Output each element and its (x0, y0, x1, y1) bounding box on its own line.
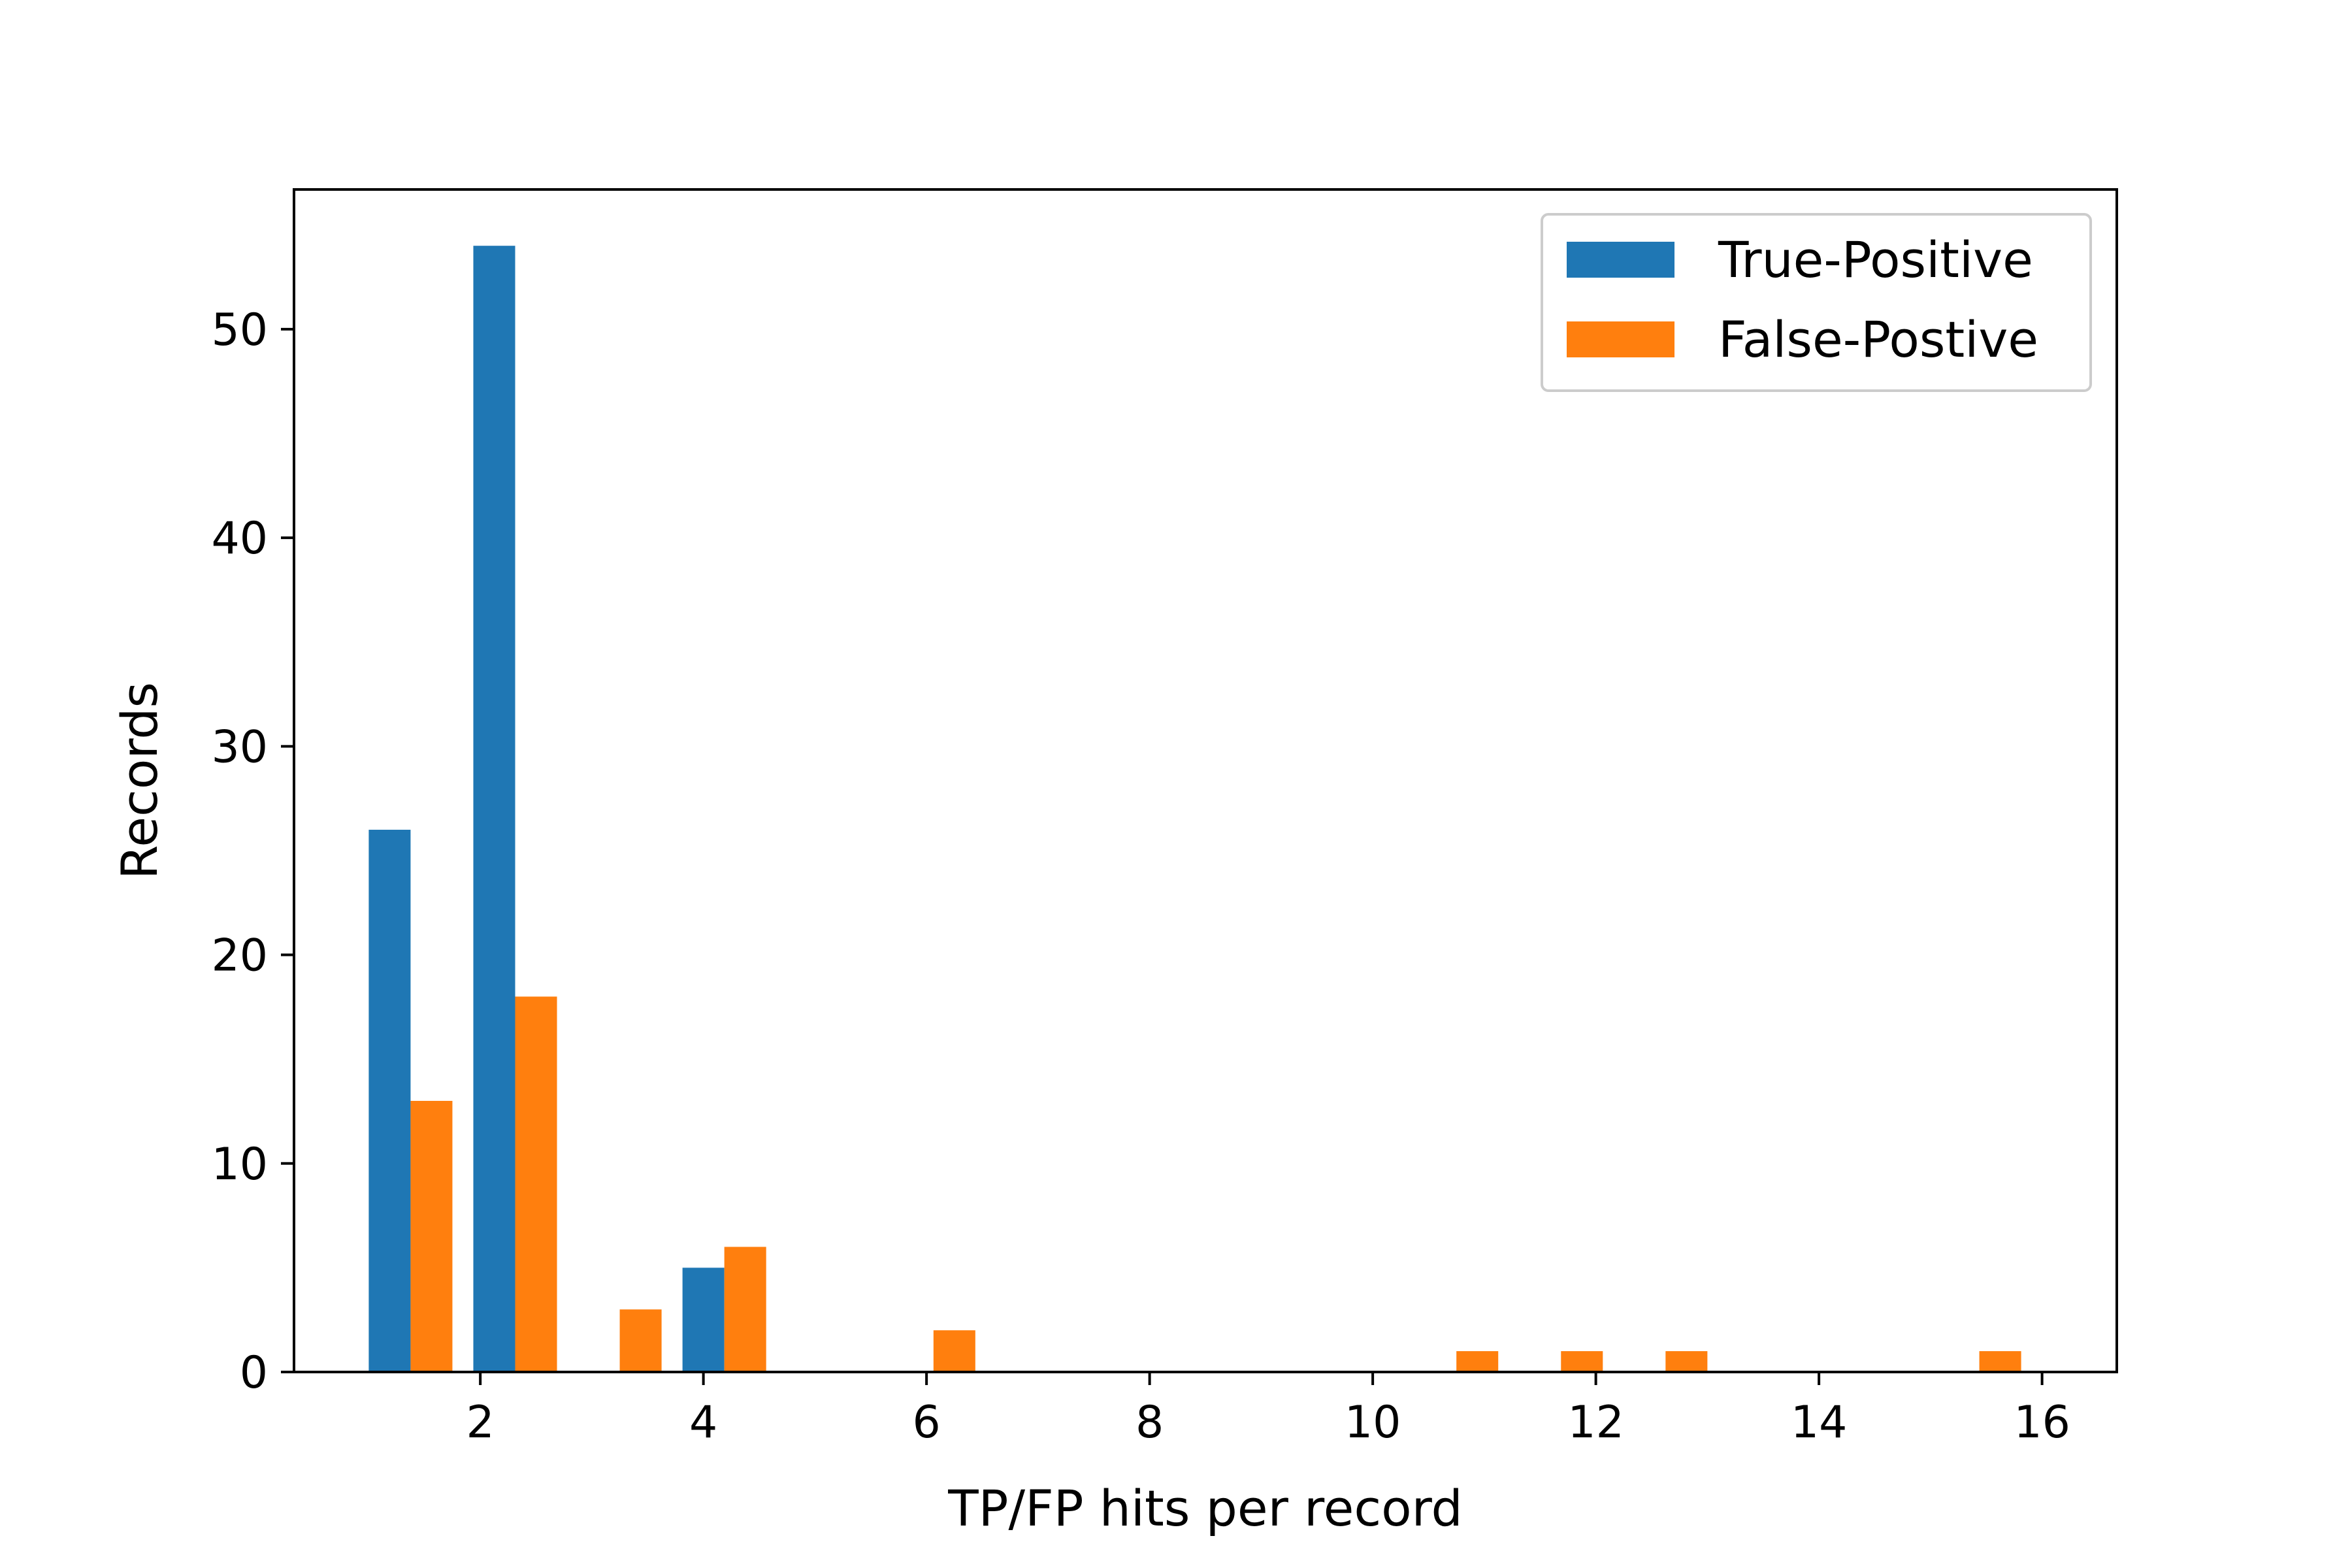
x-tick-label: 6 (913, 1397, 941, 1448)
x-tick-label: 14 (1791, 1397, 1848, 1448)
bar-true-positive-0 (368, 830, 411, 1372)
x-tick-label: 2 (466, 1397, 495, 1448)
bar-false-positive-7 (1665, 1351, 1708, 1372)
y-axis-ticks: 0 10 20 30 40 50 (211, 304, 294, 1399)
legend-frame (1541, 213, 2092, 392)
y-tick-label: 30 (211, 721, 268, 773)
bar-false-positive-1 (515, 996, 557, 1372)
x-tick-label: 8 (1135, 1397, 1164, 1448)
x-tick-label: 4 (689, 1397, 717, 1448)
x-axis-ticks: 2 4 6 8 10 12 14 16 (466, 1372, 2070, 1448)
legend-label-false-positive: False-Postive (1718, 310, 2038, 368)
y-tick-label: 50 (211, 304, 268, 356)
bar-true-positive-1 (473, 246, 515, 1373)
plot-frame (293, 188, 2118, 1373)
bar-false-positive-6 (1561, 1351, 1603, 1372)
bar-false-positive-2 (619, 1309, 662, 1372)
y-tick-label: 40 (211, 513, 268, 564)
bar-false-positive-8 (1979, 1351, 2021, 1372)
y-tick-label: 0 (240, 1347, 268, 1399)
bar-false-positive-5 (1456, 1351, 1499, 1372)
y-tick-label: 10 (211, 1139, 268, 1190)
legend-label-true-positive: True-Positive (1718, 231, 2033, 289)
x-tick-label: 16 (2014, 1397, 2070, 1448)
bar-true-positive-2 (682, 1267, 725, 1372)
bars-layer (368, 246, 2021, 1373)
y-axis-title: Records (110, 682, 169, 879)
bar-false-positive-3 (724, 1247, 766, 1372)
x-tick-label: 10 (1345, 1397, 1401, 1448)
x-tick-label: 12 (1567, 1397, 1624, 1448)
bar-false-positive-4 (933, 1330, 975, 1372)
x-axis-title: TP/FP hits per record (947, 1479, 1463, 1537)
legend: True-Positive False-Postive (1541, 213, 2092, 392)
legend-swatch-false-positive (1567, 321, 1674, 357)
bar-false-positive-0 (410, 1101, 453, 1372)
legend-swatch-true-positive (1567, 242, 1674, 278)
y-tick-label: 20 (211, 930, 268, 982)
